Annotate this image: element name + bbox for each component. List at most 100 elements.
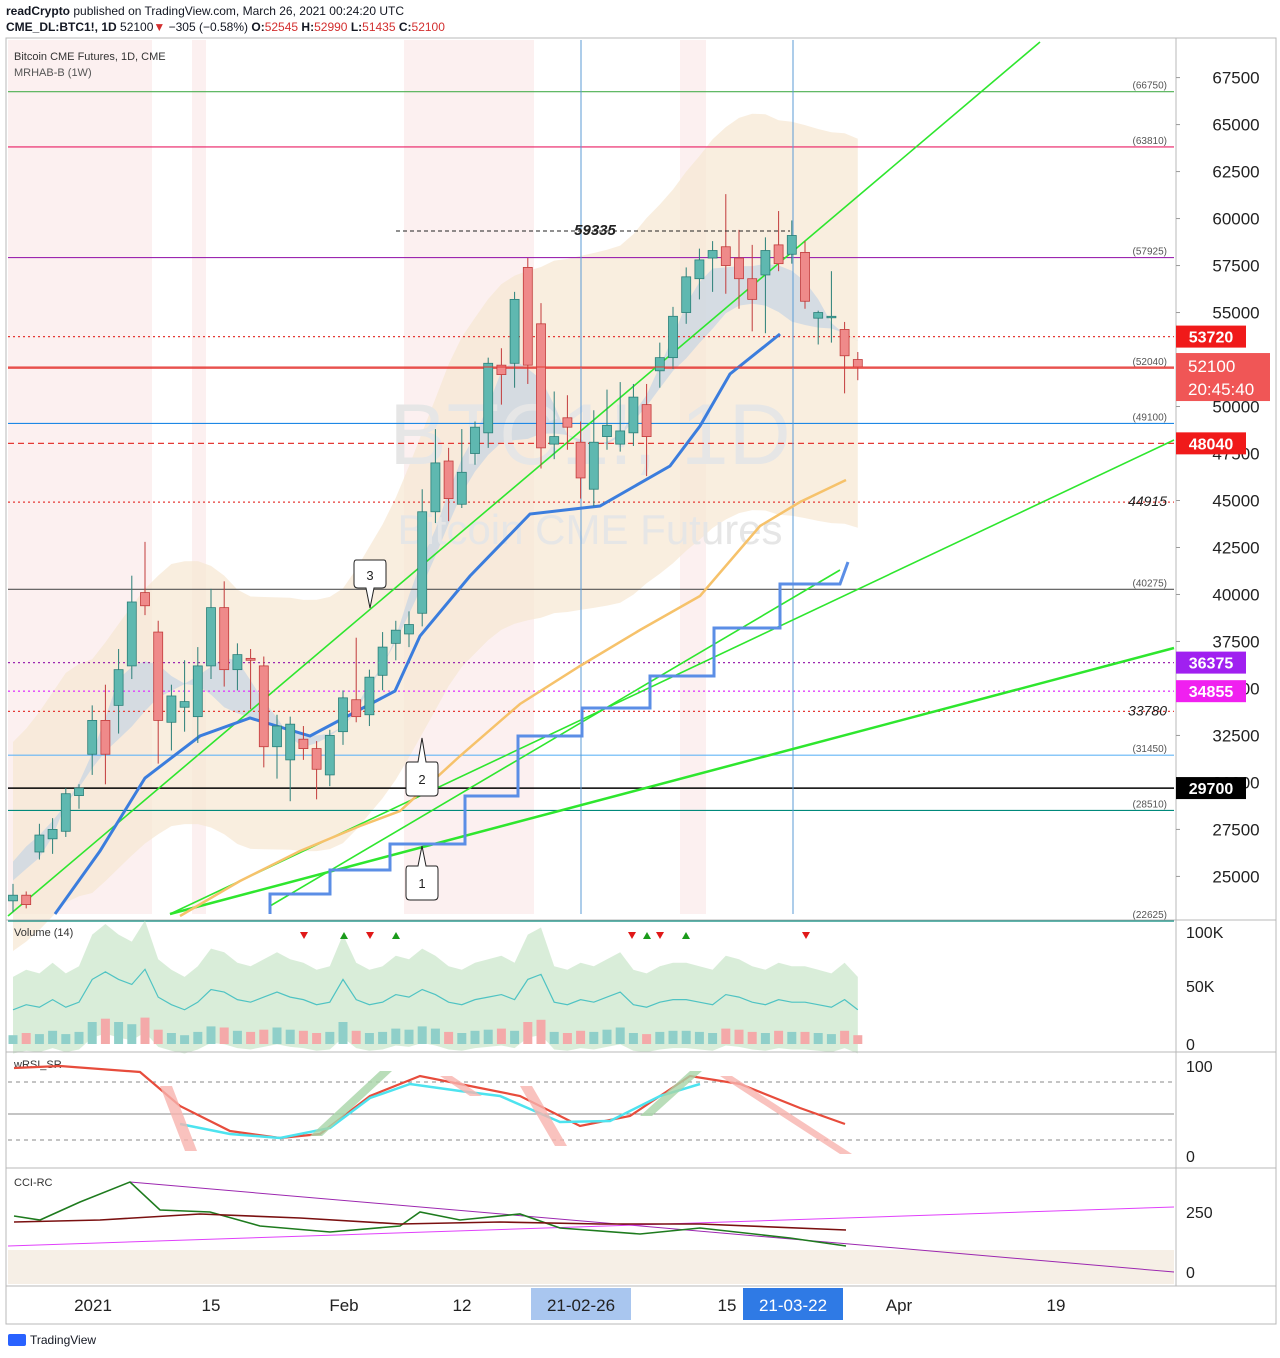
wrsi-fill bbox=[310, 1071, 392, 1136]
last-price-box bbox=[1176, 353, 1270, 402]
level-label: (28510) bbox=[1133, 799, 1167, 810]
chart-area[interactable]: BTC1!, 1D Bitcoin CME Futures (66750)(63… bbox=[0, 36, 1280, 1330]
moving-average bbox=[179, 478, 847, 918]
price-tag-box bbox=[1176, 432, 1246, 455]
y-tick-label: 37500 bbox=[1212, 632, 1259, 651]
volume-bar bbox=[153, 1029, 163, 1044]
volume-bar bbox=[642, 1034, 652, 1044]
candle-body bbox=[694, 259, 705, 280]
legend-title: Bitcoin CME Futures, 1D, CME bbox=[14, 51, 166, 63]
candle-body bbox=[153, 631, 164, 721]
candle-body bbox=[536, 323, 546, 449]
signal-arrow-icon bbox=[366, 932, 374, 939]
candle-body bbox=[47, 829, 58, 840]
candle-body bbox=[245, 657, 256, 661]
volume-bar bbox=[391, 1028, 401, 1044]
volume-bar bbox=[298, 1030, 308, 1044]
volume-bar bbox=[193, 1031, 203, 1044]
wrsi-fill bbox=[160, 1086, 197, 1151]
candle-body bbox=[179, 701, 190, 708]
wrsi-fill bbox=[720, 1076, 852, 1154]
callout-bubble bbox=[405, 737, 439, 797]
open-value: 52545 bbox=[264, 20, 299, 34]
h-label: H: bbox=[301, 20, 315, 34]
volume-bar bbox=[325, 1031, 335, 1044]
volume-bar bbox=[708, 1033, 718, 1044]
volume-bar bbox=[206, 1026, 216, 1044]
trend-line bbox=[269, 569, 841, 907]
wrsi-label: wRSI_SR bbox=[13, 1059, 62, 1071]
callout-label: 1 bbox=[418, 876, 425, 891]
high-value: 52990 bbox=[314, 20, 348, 34]
volume-bar bbox=[312, 1033, 322, 1044]
candle-body bbox=[8, 894, 18, 902]
footer: TradingView bbox=[8, 1333, 96, 1347]
cci-signal bbox=[13, 1213, 847, 1231]
volume-bar bbox=[338, 1022, 348, 1044]
candle-body bbox=[760, 250, 771, 276]
volume-pane: Volume (14) 100K 50K 0 bbox=[6, 919, 1276, 1054]
volume-bar bbox=[417, 1026, 427, 1044]
candle-body bbox=[258, 665, 269, 748]
y-tick-label: 25000 bbox=[1212, 867, 1259, 886]
volume-bar bbox=[48, 1030, 58, 1044]
y-tick-label: 45000 bbox=[1212, 491, 1259, 510]
tradingview-logo-icon bbox=[8, 1334, 26, 1346]
candle-body bbox=[126, 601, 137, 667]
trend-line bbox=[7, 41, 1041, 917]
volume-bar bbox=[602, 1029, 612, 1044]
volume-bar bbox=[853, 1035, 863, 1044]
price-tag-label: 48040 bbox=[1189, 436, 1234, 453]
candle-body bbox=[100, 720, 111, 755]
y-tick-label: 50000 bbox=[1212, 398, 1259, 417]
time-highlight bbox=[531, 1288, 631, 1320]
candle-body bbox=[734, 257, 744, 280]
candle-body bbox=[562, 417, 573, 428]
volume-bar bbox=[510, 1030, 520, 1044]
x-tick-label: 21-03-22 bbox=[759, 1296, 827, 1315]
publish-info: readCrypto published on TradingView.com,… bbox=[6, 4, 404, 18]
volume-bar bbox=[549, 1031, 559, 1044]
candle-body bbox=[192, 665, 203, 718]
volume-bar bbox=[589, 1031, 599, 1044]
callout-bubble bbox=[353, 559, 387, 609]
price-tag-box bbox=[1176, 325, 1246, 348]
volume-bar bbox=[378, 1031, 388, 1044]
signal-arrow-icon bbox=[682, 932, 690, 939]
candle-body bbox=[219, 607, 230, 671]
indicator-lines bbox=[53, 332, 850, 918]
candle-body bbox=[839, 329, 850, 357]
y-tick-label: 32500 bbox=[1212, 726, 1259, 745]
candle-body bbox=[298, 738, 309, 749]
x-tick-label: Feb bbox=[329, 1296, 358, 1315]
volume-bar bbox=[34, 1034, 44, 1044]
x-tick-label: 15 bbox=[718, 1296, 737, 1315]
volume-bar bbox=[721, 1028, 731, 1044]
volume-bar bbox=[562, 1033, 572, 1044]
wrsi-fill bbox=[440, 1076, 482, 1096]
volume-bar bbox=[166, 1033, 176, 1044]
y-tick-label: 67500 bbox=[1212, 69, 1259, 88]
time-axis[interactable]: 2021 15 Feb 12 21-02-26 15 21-03-22 Apr 19 bbox=[6, 1285, 1276, 1320]
volume-bar bbox=[364, 1033, 374, 1044]
signal-arrow-icon bbox=[628, 932, 636, 939]
volume-bar bbox=[127, 1024, 137, 1044]
footer-brand: TradingView bbox=[30, 1333, 97, 1347]
volume-tick-label: 50K bbox=[1186, 979, 1215, 996]
candle-body bbox=[509, 298, 520, 364]
candle-body bbox=[826, 315, 837, 319]
volume-bar bbox=[747, 1031, 757, 1044]
time-highlight bbox=[743, 1288, 843, 1320]
volume-bar bbox=[800, 1031, 810, 1044]
change: −305 (−0.58%) bbox=[168, 20, 249, 34]
volume-ma bbox=[12, 968, 859, 1011]
y-tick-label: 27500 bbox=[1212, 820, 1259, 839]
candle-body bbox=[166, 695, 177, 723]
y-tick-label: 40000 bbox=[1212, 585, 1259, 604]
ohlc-line: CME_DL:BTC1!, 1D 52100▼ −305 (−0.58%) O:… bbox=[6, 20, 445, 34]
wrsi-fill bbox=[640, 1071, 702, 1116]
trend-ma bbox=[53, 332, 781, 915]
candle-body bbox=[21, 894, 32, 906]
candle-body bbox=[311, 748, 322, 770]
volume-bar bbox=[259, 1029, 269, 1044]
